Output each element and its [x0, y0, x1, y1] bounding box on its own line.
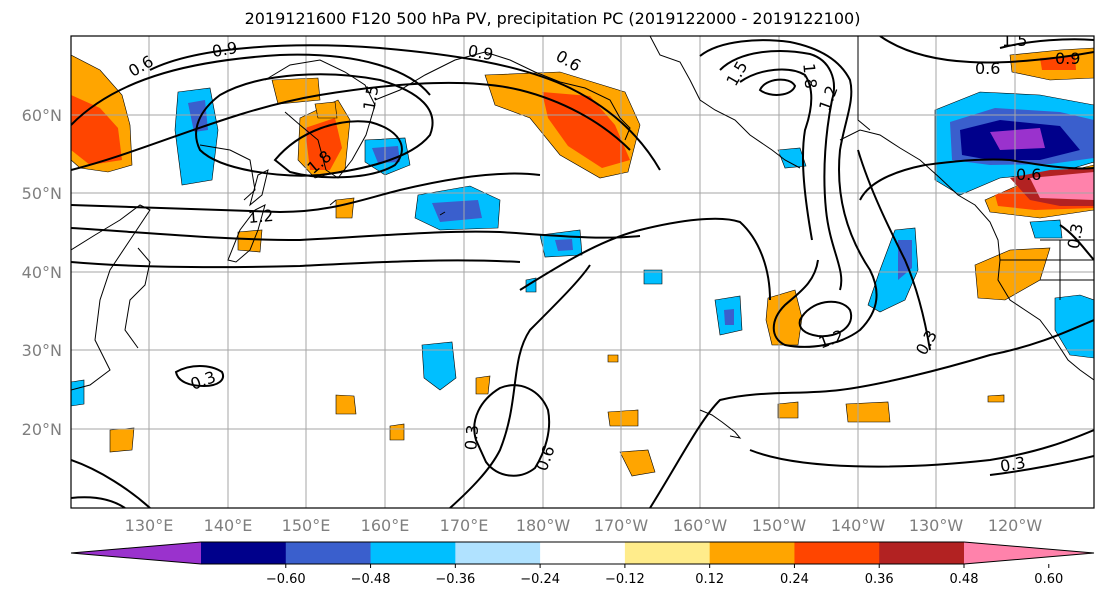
map-title: 2019121600 F120 500 hPa PV, precipitatio… [244, 9, 861, 28]
colorbar-swatch [285, 542, 372, 564]
precip-region [1029, 219, 1063, 239]
colorbar-outline [70, 541, 1095, 565]
precip-region [724, 309, 734, 325]
colorbar-swatch [455, 542, 541, 564]
precip-region [643, 269, 663, 285]
precip-region [607, 409, 639, 427]
precip-region [475, 375, 491, 395]
lon-tick: 160°E [361, 516, 410, 535]
colorbar-swatch [879, 542, 965, 564]
contour-label: 0.6 [975, 59, 1000, 78]
lon-tick: 180°W [516, 516, 571, 535]
contour-labels: 0.6 0.9 1.5 1.8 1.2 0.9 0.6 1.5 1.8 1.2 … [125, 31, 1087, 476]
precip-region [542, 92, 630, 168]
colorbar-swatch [370, 542, 456, 564]
precip-region [109, 427, 135, 453]
lat-tick: 50°N [22, 184, 62, 203]
contour-label: 1.5 [359, 84, 382, 112]
colorbar-swatch [709, 542, 795, 564]
lat-tick: 20°N [22, 420, 62, 439]
precip-region [777, 147, 807, 169]
coastlines [71, 36, 1094, 439]
colorbar-tick-label: 0.12 [695, 572, 724, 587]
map-frame [70, 35, 1095, 509]
colorbar-tick-label: −0.24 [520, 572, 560, 587]
colorbar-tick-label: 0.24 [780, 572, 809, 587]
contour-label: 0.9 [466, 41, 494, 64]
lat-tick: 40°N [22, 263, 62, 282]
colorbar-swatch [624, 542, 711, 564]
contour-label: 0.3 [1064, 222, 1087, 250]
precip-region [314, 101, 338, 119]
colorbar-tick-label: −0.36 [435, 572, 475, 587]
lon-tick: 130°E [125, 516, 174, 535]
contour-label: 0.6 [1016, 165, 1041, 184]
contour-label: 0.3 [999, 453, 1027, 476]
contour-label: 1.5 [1002, 31, 1027, 50]
lon-tick: 170°E [440, 516, 489, 535]
precip-region [389, 423, 405, 441]
precip-region [335, 394, 357, 415]
latitude-ticks: 60°N 50°N 40°N 30°N 20°N [22, 106, 62, 439]
lon-tick: 170°W [594, 516, 649, 535]
colorbar-tick-label: −0.12 [605, 572, 645, 587]
longitude-ticks: 130°E 140°E 150°E 160°E 170°E 180°W 170°… [125, 516, 1043, 535]
lon-tick: 160°W [673, 516, 728, 535]
contour-label: 0.3 [461, 424, 482, 451]
lon-tick: 140°W [831, 516, 886, 535]
colorbar-swatch [201, 542, 287, 564]
precip-region [555, 239, 573, 251]
precip-region [1054, 294, 1094, 359]
precip-region [71, 379, 85, 407]
precip-region [335, 197, 355, 219]
lon-tick: 120°W [988, 516, 1043, 535]
precip-region [432, 200, 482, 222]
contour-label: 0.9 [1055, 49, 1080, 68]
colorbar-tick-label: 0.48 [950, 572, 979, 587]
precip-region [987, 394, 1005, 403]
contour-label: 0.9 [210, 38, 238, 61]
precip-region [845, 401, 891, 423]
colorbar-tick-label: −0.60 [266, 572, 306, 587]
lat-tick: 30°N [22, 341, 62, 360]
precip-region [421, 341, 457, 391]
precip-region [765, 289, 803, 346]
contour-label: 1.2 [247, 206, 274, 227]
lon-tick: 130°W [909, 516, 964, 535]
lon-tick: 150°W [752, 516, 807, 535]
contour-label: 1.8 [799, 62, 820, 89]
lon-tick: 150°E [282, 516, 331, 535]
colorbar-extend-high [964, 542, 1094, 564]
colorbar-swatch [794, 542, 880, 564]
precip-region [188, 100, 208, 132]
map-panel: 0.6 0.9 1.5 1.8 1.2 0.9 0.6 1.5 1.8 1.2 … [71, 31, 1094, 508]
pv-contours [71, 36, 1094, 508]
precip-region [619, 449, 656, 477]
colorbar-swatch [540, 542, 626, 564]
colorbar-extend-low [71, 542, 201, 564]
precip-region [607, 354, 619, 363]
precip-region [777, 401, 799, 419]
colorbar: −0.60 −0.48 −0.36 −0.24 −0.12 0.12 0.24 0.36 0.4… [70, 541, 1095, 587]
lat-tick: 60°N [22, 106, 62, 125]
lon-tick: 140°E [204, 516, 253, 535]
precip-region [990, 128, 1045, 150]
colorbar-tick-label: −0.48 [351, 572, 391, 587]
colorbar-tick-label: 0.60 [1034, 572, 1063, 587]
colorbar-tick-label: 0.36 [865, 572, 894, 587]
